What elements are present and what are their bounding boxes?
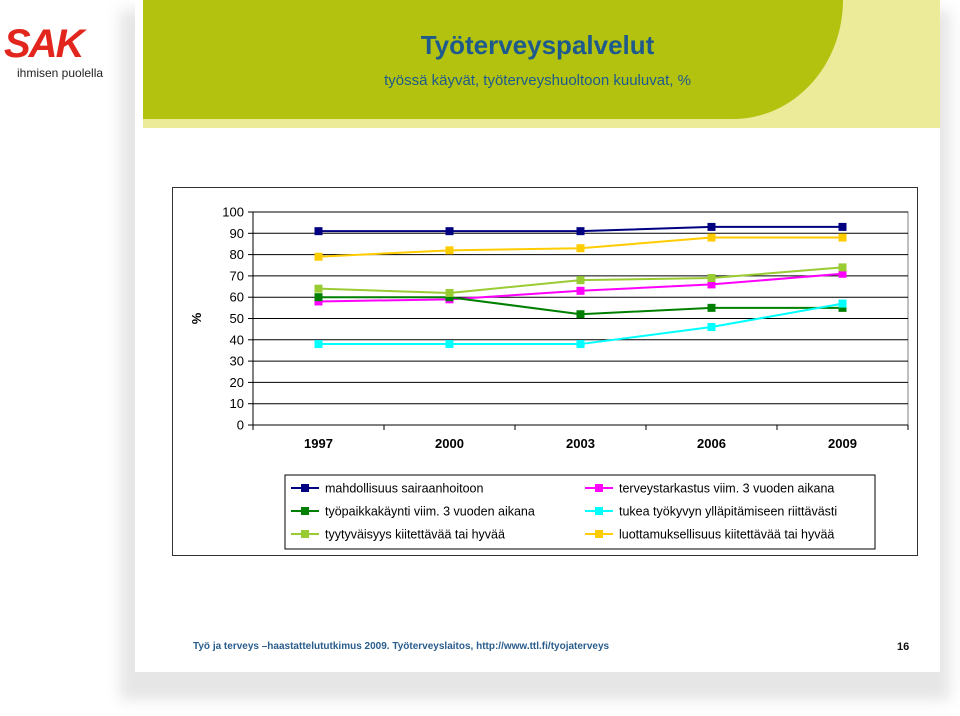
data-point [707, 233, 716, 242]
legend-swatch-marker [595, 484, 603, 492]
legend-label: luottamuksellisuus kiitettävää tai hyvää [619, 528, 834, 542]
legend-swatch-marker [301, 530, 309, 538]
x-tick-label: 2006 [697, 436, 726, 451]
data-point [445, 227, 454, 236]
y-tick-label: 100 [222, 205, 244, 220]
logo-tagline: ihmisen puolella [17, 66, 104, 80]
legend-swatch-marker [301, 507, 309, 515]
legend-label: työpaikkakäynti viim. 3 vuoden aikana [325, 505, 535, 519]
data-point [707, 274, 716, 283]
y-tick-label: 60 [230, 290, 244, 305]
data-point [445, 288, 454, 297]
slide-title: Työterveyspalvelut [420, 30, 655, 60]
sak-logo: SAK ihmisen puolella [4, 24, 103, 80]
line-chart: 0 10 20 30 40 50 60 70 80 90 100 1997 2000 2003 2006 20… [189, 205, 909, 550]
data-point [314, 227, 323, 236]
x-tick-label: 1997 [304, 436, 333, 451]
legend-label: terveystarkastus viim. 3 vuoden aikana [619, 482, 834, 496]
y-tick-label: 0 [237, 418, 244, 433]
slide: Työterveyspalvelut työssä käyvät, työter… [135, 0, 940, 672]
y-tick-label: 20 [230, 375, 244, 390]
header-band [143, 0, 843, 119]
y-tick-label: 10 [230, 396, 244, 411]
x-tick-label: 2000 [435, 436, 464, 451]
data-point [838, 233, 847, 242]
data-point [445, 340, 454, 349]
legend-swatch-marker [301, 484, 309, 492]
data-point [445, 246, 454, 255]
data-point [838, 299, 847, 308]
y-tick-label: 30 [230, 354, 244, 369]
data-point [576, 310, 585, 319]
data-point [314, 297, 323, 306]
data-point [576, 244, 585, 253]
legend-label: tukea työkyvyn ylläpitämiseen riittäväst… [619, 505, 837, 519]
chart-frame: 0 10 20 30 40 50 60 70 80 90 100 1997 2000 2003 2006 20… [172, 187, 918, 556]
data-point [576, 286, 585, 295]
y-axis-label: % [189, 312, 204, 324]
data-point [314, 340, 323, 349]
data-point [576, 340, 585, 349]
y-tick-label: 80 [230, 247, 244, 262]
data-point [838, 263, 847, 272]
x-tick-label: 2009 [828, 436, 857, 451]
legend-swatch-marker [595, 507, 603, 515]
page-number: 16 [897, 641, 910, 653]
data-point [838, 269, 847, 278]
legend-box [284, 474, 876, 550]
data-point [576, 276, 585, 285]
data-point [707, 222, 716, 231]
data-point [838, 222, 847, 231]
legend-label: tyytyväisyys kiitettävää tai hyvää [325, 528, 505, 542]
y-tick-label: 40 [230, 332, 244, 347]
y-tick-label: 90 [230, 226, 244, 241]
legend-swatch-marker [595, 530, 603, 538]
data-point [314, 293, 323, 302]
slide-subtitle: työssä käyvät, työterveyshuoltoon kuuluv… [384, 72, 691, 89]
data-point [445, 293, 454, 302]
x-tick-label: 2003 [566, 436, 595, 451]
y-tick-label: 70 [230, 268, 244, 283]
source-citation: Työ ja terveys –haastattelututkimus 2009… [193, 641, 610, 652]
logo-wordmark: SAK [4, 22, 84, 66]
data-point [707, 280, 716, 289]
y-tick-label: 50 [230, 311, 244, 326]
data-point [707, 303, 716, 312]
data-point [314, 284, 323, 293]
data-point [576, 227, 585, 236]
data-point [707, 323, 716, 332]
data-point [838, 303, 847, 312]
legend-label: mahdollisuus sairaanhoitoon [325, 482, 483, 496]
data-point [314, 252, 323, 261]
